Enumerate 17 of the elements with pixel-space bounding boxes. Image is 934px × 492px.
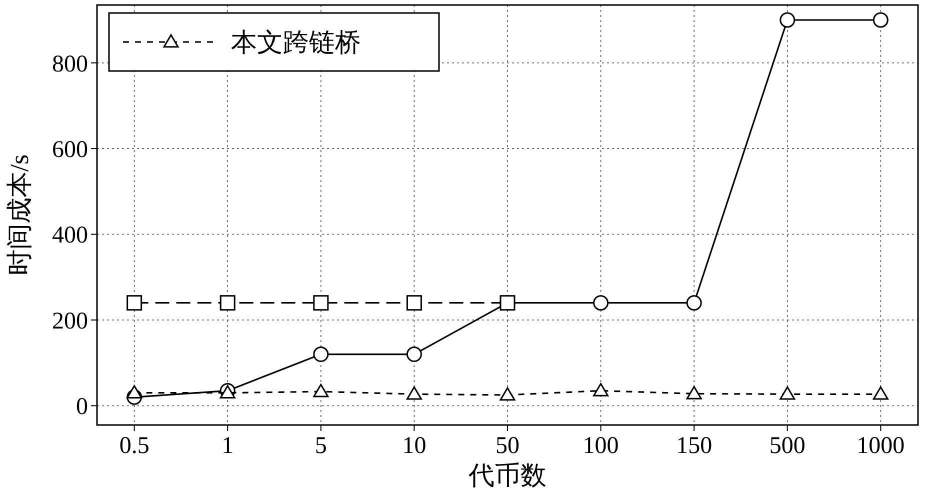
x-tick-label: 50	[496, 433, 520, 459]
x-tick-label: 500	[769, 433, 806, 459]
legend-label: 本文跨链桥	[231, 28, 361, 58]
y-tick-label: 200	[52, 308, 88, 334]
x-tick-label: 10	[402, 433, 426, 459]
x-tick-label: 150	[676, 433, 712, 459]
x-tick-label: 1000	[856, 433, 905, 459]
y-tick-label: 400	[52, 222, 88, 249]
y-axis-title: 时间成本/s	[5, 154, 34, 276]
x-tick-label: 5	[314, 433, 327, 459]
x-axis-title: 代币数	[468, 461, 546, 490]
y-tick-label: 0	[76, 394, 88, 420]
y-tick-label: 800	[52, 51, 88, 78]
x-tick-label: 0.5	[119, 433, 150, 459]
x-tick-label: 1	[222, 433, 234, 459]
y-tick-label: 600	[52, 136, 88, 163]
x-tick-label: 100	[582, 433, 619, 459]
